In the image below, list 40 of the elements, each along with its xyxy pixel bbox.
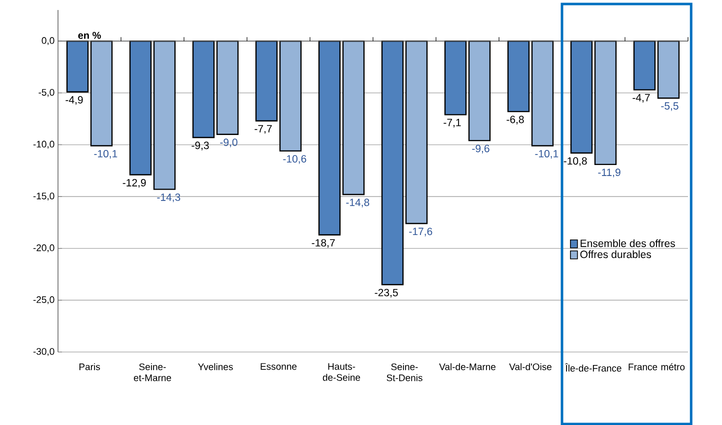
x-tick-label: Essonne (260, 363, 297, 370)
y-tick-label: -15,0 (33, 192, 54, 200)
data-label: -4,9 (66, 96, 83, 105)
data-label: -14,8 (346, 198, 370, 208)
x-tick-label: Val-de-Marne (439, 363, 496, 370)
data-label: -7,1 (444, 118, 461, 128)
x-tick-label: Hauts-de-Seine (322, 363, 360, 381)
data-label: -9,0 (220, 138, 238, 148)
legend-label: Offres durables (580, 250, 652, 258)
data-label: -9,3 (192, 142, 209, 150)
legend-label: Ensemble des offres (580, 239, 675, 248)
data-label: -4,7 (632, 94, 650, 103)
y-tick-label: -20,0 (33, 244, 54, 252)
data-label: -6,8 (506, 116, 524, 124)
data-label: -7,7 (254, 125, 272, 134)
data-label: -10,8 (564, 157, 587, 166)
data-label: -12,9 (122, 178, 146, 188)
data-label: -14,3 (157, 193, 180, 202)
x-tick-label: Val-d'Oise (509, 363, 552, 370)
y-tick-label: -10,0 (33, 140, 54, 149)
data-label: -18,7 (312, 239, 335, 248)
y-tick-label: -30,0 (33, 348, 54, 356)
data-label: -23,5 (374, 288, 398, 298)
x-tick-label: Seine-et-Marne (134, 363, 172, 382)
y-tick-label: -25,0 (33, 296, 54, 304)
x-tick-label: Île-de-France (565, 363, 622, 372)
x-tick-label: Yvelines (198, 363, 233, 370)
x-tick-label: France métro (628, 363, 685, 370)
x-tick-label: Seine-St-Denis (386, 363, 422, 382)
x-tick-label: Paris (79, 363, 100, 370)
annotation: en % (78, 32, 101, 39)
y-tick-label: -5,0 (38, 88, 54, 97)
data-label: -10,1 (535, 150, 558, 159)
data-label: -10,1 (94, 150, 118, 159)
data-label: -9,6 (472, 144, 490, 154)
data-label: -11,9 (598, 168, 620, 178)
data-label: -17,6 (409, 228, 432, 236)
data-label: -5,5 (661, 102, 678, 111)
y-tick-label: 0,0 (42, 37, 54, 46)
data-label: -10,6 (283, 155, 306, 164)
